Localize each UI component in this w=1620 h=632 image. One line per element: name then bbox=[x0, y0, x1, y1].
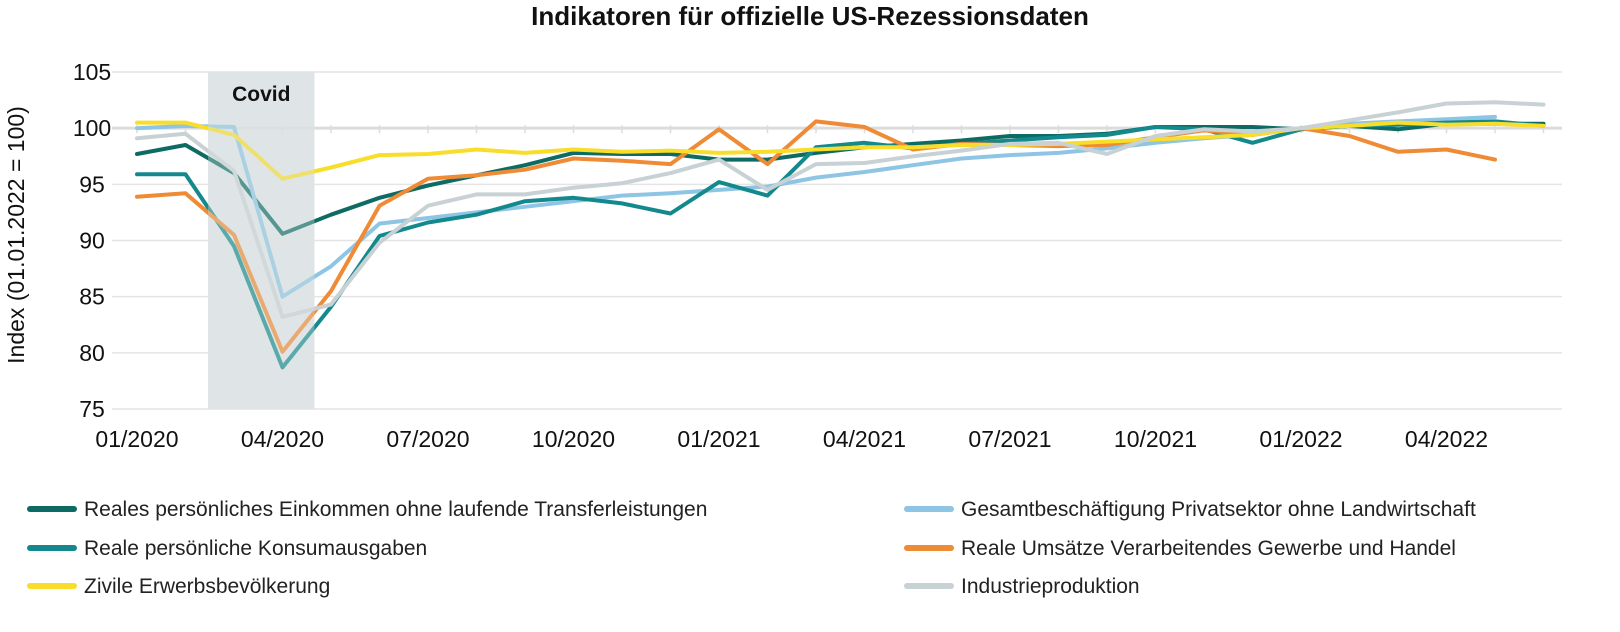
legend-label: Industrieproduktion bbox=[961, 575, 1140, 598]
legend-label: Reale Umsätze Verarbeitendes Gewerbe und… bbox=[961, 537, 1456, 560]
x-tick-label: 04/2021 bbox=[823, 426, 906, 452]
legend-label: Reales persönliches Einkommen ohne laufe… bbox=[84, 498, 707, 521]
y-tick-label: 85 bbox=[79, 284, 105, 310]
covid-label-group: Covid bbox=[232, 83, 290, 106]
y-tick-label: 75 bbox=[79, 396, 105, 422]
y-tick-labels: 75 80 85 90 95 100 105 bbox=[73, 59, 111, 422]
x-tick-label: 01/2021 bbox=[677, 426, 760, 452]
covid-overlay bbox=[208, 72, 315, 409]
y-axis-label: Index (01.01.2022 = 100) bbox=[3, 106, 29, 364]
series-lines bbox=[135, 72, 1546, 409]
series-line bbox=[135, 114, 1497, 299]
series-line bbox=[135, 100, 1546, 319]
x-tick-label: 07/2020 bbox=[386, 426, 469, 452]
y-tick-label: 80 bbox=[79, 340, 105, 366]
legend-label: Reale persönliche Konsumausgaben bbox=[84, 537, 427, 560]
series-line bbox=[135, 121, 1546, 236]
y-tick-label: 90 bbox=[79, 228, 105, 254]
legend-label: Gesamtbeschäftigung Privatsektor ohne La… bbox=[961, 498, 1476, 521]
legend-label: Zivile Erwerbsbevölkerung bbox=[84, 575, 330, 598]
x-tick-label: 01/2022 bbox=[1259, 426, 1342, 452]
x-tick-labels: 01/2020 04/2020 07/2020 10/2020 01/2021 04/20… bbox=[95, 426, 1488, 452]
y-tick-label: 95 bbox=[79, 171, 105, 197]
y-tick-label: 105 bbox=[73, 59, 111, 85]
x-tick-label: 04/2022 bbox=[1405, 426, 1488, 452]
x-tick-label: 10/2021 bbox=[1114, 426, 1197, 452]
series-line bbox=[135, 119, 1497, 354]
chart-title: Indikatoren für offizielle US-Rezessions… bbox=[531, 1, 1089, 31]
x-tick-label: 07/2021 bbox=[968, 426, 1051, 452]
legend: Reales persönliches Einkommen ohne laufe… bbox=[27, 498, 1476, 598]
y-tick-label: 100 bbox=[73, 115, 111, 141]
covid-label: Covid bbox=[232, 83, 290, 106]
x-tick-label: 04/2020 bbox=[241, 426, 324, 452]
x-tick-label: 10/2020 bbox=[532, 426, 615, 452]
series-line bbox=[135, 119, 1546, 370]
x-tick-label: 01/2020 bbox=[95, 426, 178, 452]
